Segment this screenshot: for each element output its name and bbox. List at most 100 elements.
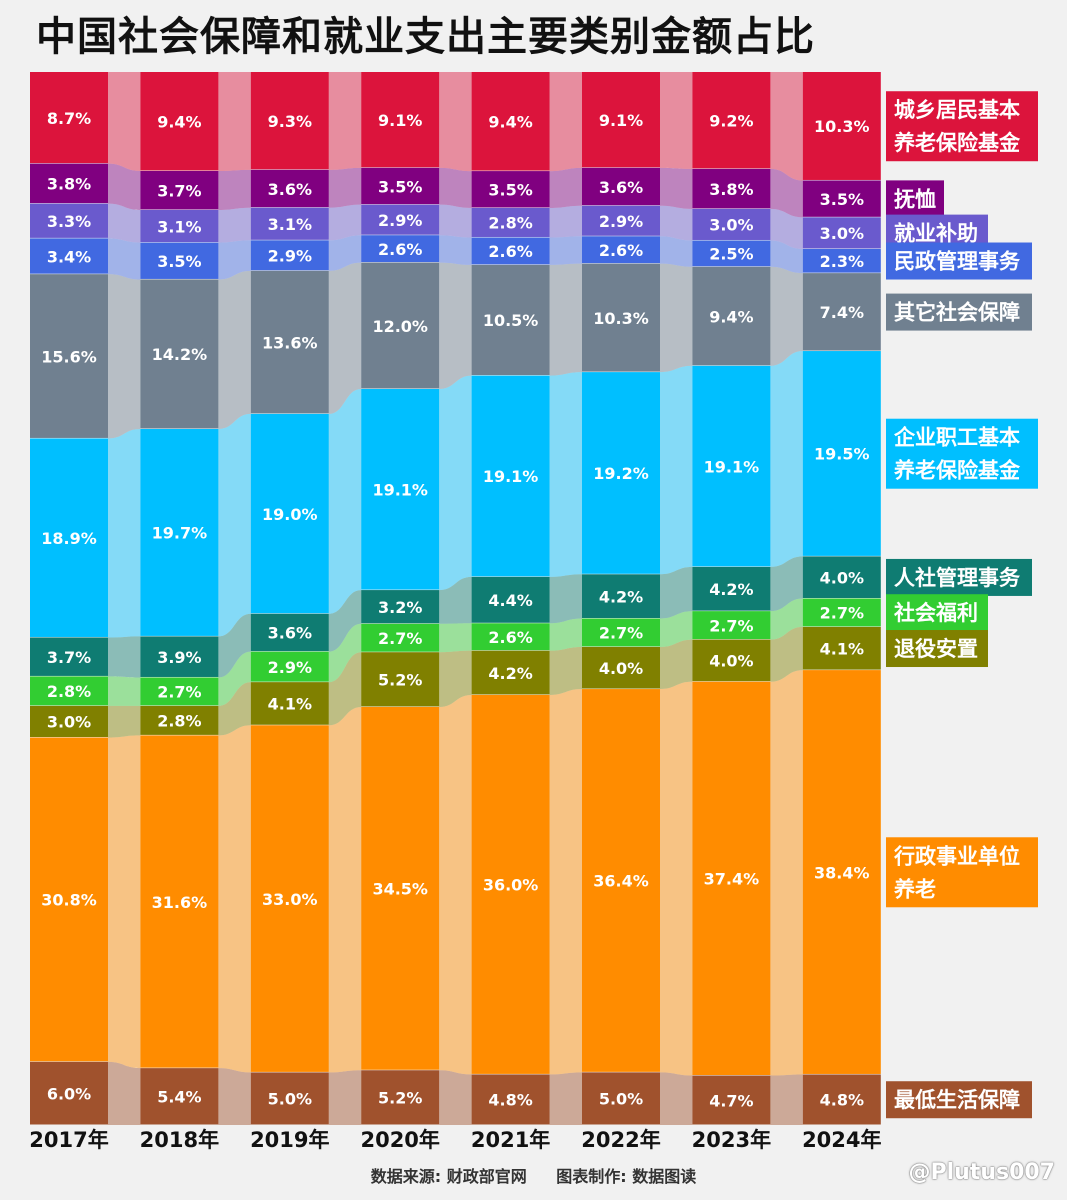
bar-segment [802, 598, 881, 627]
bar-segment [471, 237, 550, 265]
connector-band [549, 1072, 582, 1125]
bar-segment [471, 171, 550, 208]
connector-band [549, 618, 582, 651]
bar-segment [361, 1070, 440, 1125]
data-label: 3.7% [47, 648, 91, 667]
connector-band [328, 235, 362, 271]
connector-band [328, 262, 362, 414]
data-label: 9.1% [599, 111, 643, 130]
legend-label: 养老保险基金 [893, 131, 1021, 155]
data-label: 2.3% [820, 252, 864, 271]
data-label: 2.9% [378, 211, 422, 230]
data-label: 9.1% [378, 111, 422, 130]
data-label: 5.0% [268, 1090, 312, 1109]
x-tick-label: 2019年 [250, 1128, 329, 1152]
connector-band [549, 263, 582, 376]
legend-swatch [886, 293, 1032, 331]
connector-band [328, 590, 362, 652]
bar-segment [140, 428, 219, 636]
connector-band [328, 652, 362, 726]
connector-band [439, 694, 472, 1075]
x-tick-label: 2023年 [692, 1128, 771, 1152]
connector-band [660, 1072, 693, 1125]
bar-segment [802, 248, 881, 273]
legend-swatch [886, 630, 988, 668]
bar-segment [250, 651, 329, 682]
connector-band [439, 650, 472, 707]
bar-segment [250, 270, 329, 414]
legend-label: 城乡居民基本 [894, 98, 1020, 122]
connector-band [439, 204, 472, 238]
data-label: 3.5% [820, 190, 864, 209]
connector-band [660, 236, 693, 267]
legend-label: 养老 [893, 877, 936, 901]
data-label: 3.1% [268, 215, 312, 234]
data-label: 3.5% [488, 181, 532, 200]
connector-band [439, 1070, 472, 1125]
stacked-bar-chart: 6.0% 5.4% 5.0% 5.2% 4.8% 5.0% 4.7% 4.8% 30.8% 31.… [29, 72, 1038, 1152]
legend-swatch [886, 180, 944, 218]
legend-label: 就业补助 [894, 222, 978, 246]
bar-segment [30, 637, 108, 676]
watermark-credit: @Plutus007 [908, 1160, 1055, 1185]
connector-band [439, 576, 472, 624]
legend-label: 企业职工基本 [893, 426, 1020, 450]
bar-segment [140, 72, 219, 171]
bar-segment [250, 1072, 329, 1125]
data-label: 33.0% [262, 890, 318, 909]
bar-segment [692, 681, 771, 1076]
bar-segment [250, 240, 329, 271]
bar-segment [140, 170, 219, 210]
data-label: 2.6% [599, 241, 643, 260]
connector-band [770, 72, 803, 181]
bar-segment [30, 274, 108, 438]
bar-segment [140, 636, 219, 677]
bar-segment [361, 167, 440, 205]
bar-segment [250, 725, 329, 1072]
bar-segment [692, 208, 771, 240]
data-label: 19.2% [593, 464, 649, 483]
data-label: 34.5% [372, 880, 428, 899]
bar-segment [692, 168, 771, 209]
bar-segment [692, 365, 771, 567]
connector-band [660, 167, 693, 209]
data-label: 10.5% [483, 311, 539, 330]
data-label: 31.6% [152, 893, 208, 912]
bar-segment [361, 262, 440, 389]
data-label: 2.7% [820, 604, 864, 623]
bar-segment [802, 72, 881, 180]
data-label: 3.0% [820, 224, 864, 243]
data-label: 19.7% [152, 524, 208, 543]
bar-segment [802, 180, 881, 217]
x-tick-label: 2022年 [581, 1128, 660, 1152]
connector-band [328, 167, 362, 208]
data-label: 15.6% [41, 347, 97, 366]
data-label: 4.2% [599, 587, 643, 606]
connector-band [108, 428, 141, 638]
data-label: 7.4% [820, 303, 864, 322]
connector-band [328, 72, 362, 170]
bar-segment [692, 566, 771, 611]
connector-band [108, 705, 141, 738]
legend-swatch [886, 91, 1038, 162]
connector-band [770, 1074, 803, 1125]
footer-source: 数据来源: 财政部官网 [370, 1167, 527, 1186]
data-label: 38.4% [814, 863, 870, 882]
connector-band [770, 240, 803, 274]
data-label: 5.2% [378, 671, 422, 690]
data-label: 10.3% [814, 117, 870, 136]
data-label: 19.1% [483, 467, 539, 486]
connector-band [218, 72, 251, 171]
bar-segment [692, 72, 771, 169]
bar-segment [471, 264, 550, 376]
connector-band [218, 613, 251, 678]
bar-segment [802, 556, 881, 598]
bar-segment [250, 413, 329, 614]
chart-title: 中国社会保障和就业支出主要类别金额占比 [36, 14, 815, 60]
data-label: 19.0% [262, 505, 318, 524]
connector-band [770, 168, 803, 218]
legend-swatch [886, 594, 988, 632]
x-tick-label: 2017年 [29, 1128, 108, 1152]
legend-label: 社会福利 [893, 601, 978, 625]
connector-band [328, 623, 362, 683]
